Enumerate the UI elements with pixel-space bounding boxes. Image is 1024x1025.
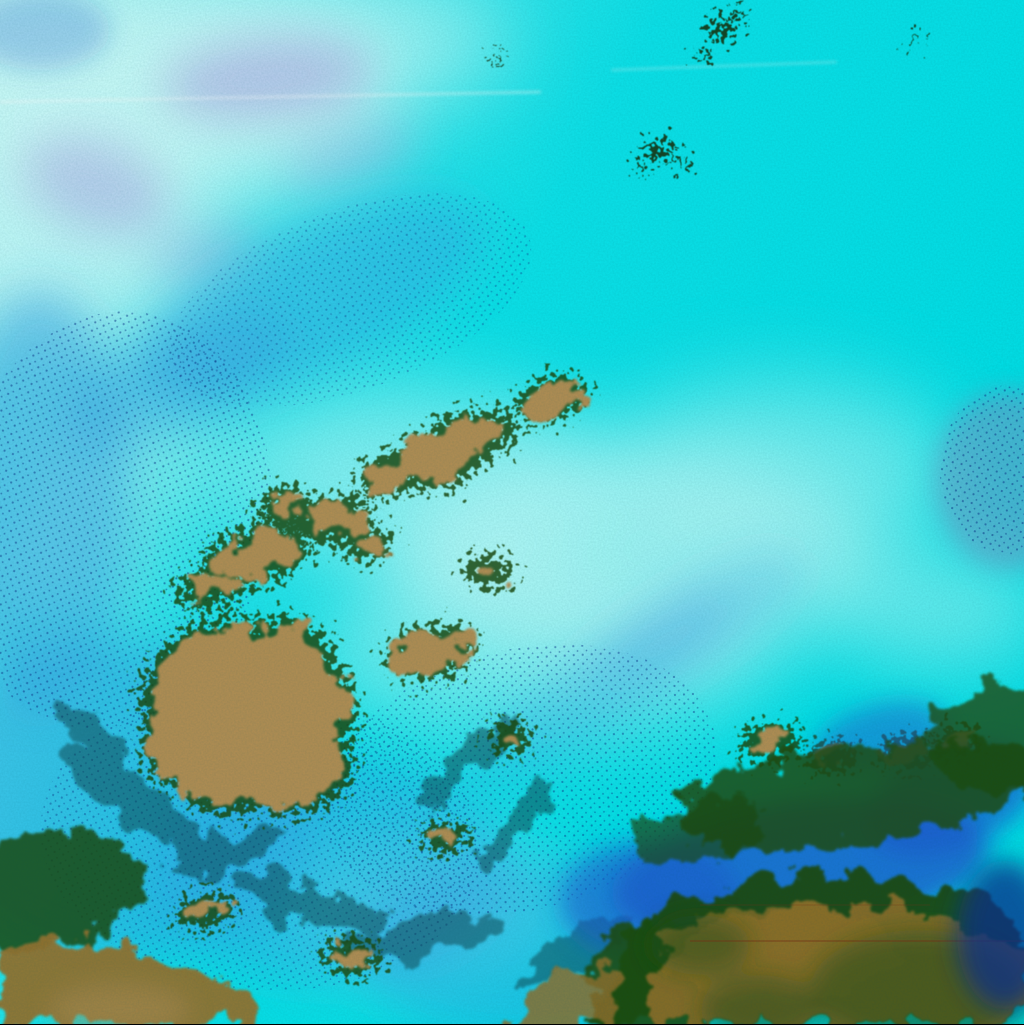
satellite-image-canvas bbox=[0, 0, 1024, 1024]
satellite-image: False-color satellite scene: bright cyan… bbox=[0, 0, 1024, 1024]
sensor-grain-overlay bbox=[0, 0, 1024, 1024]
